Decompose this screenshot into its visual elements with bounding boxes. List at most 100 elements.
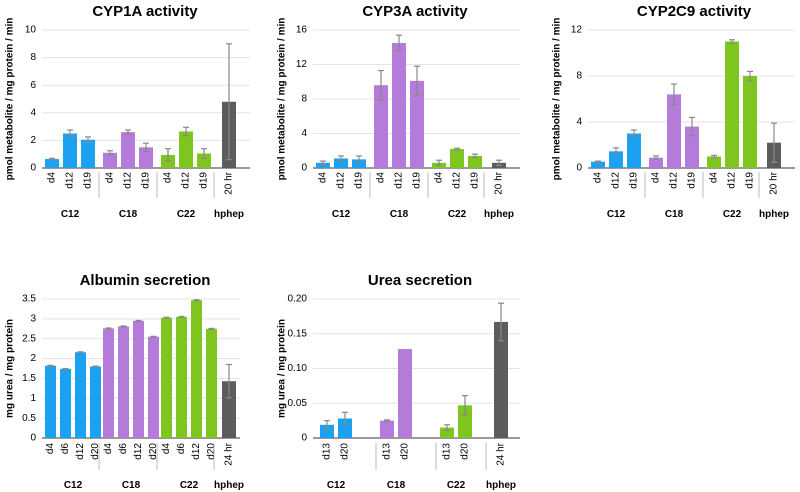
x-tick-label: d12	[123, 172, 134, 189]
x-tick-label: d20	[340, 443, 351, 460]
group-label-c12: C12	[332, 209, 351, 220]
x-tick-label: d19	[199, 172, 210, 189]
x-tick-label: 20 hr	[224, 171, 235, 194]
x-tick-label: d4	[318, 172, 329, 184]
bar-c18-d12	[392, 42, 406, 168]
x-tick-label: d20	[90, 443, 101, 460]
x-tick-label: d4	[376, 172, 387, 184]
group-label-c18: C18	[390, 209, 409, 220]
y-tick-label: 4	[301, 128, 307, 139]
chart-title: CYP3A activity	[362, 3, 468, 20]
chart-cyp2c9: CYP2C9 activity pmol metabolite / mg prot…	[552, 3, 795, 220]
x-tick-label: d19	[354, 172, 365, 189]
bar-c18-d4	[103, 152, 117, 168]
x-tick-label: d20	[400, 443, 411, 460]
bar-c18-d19	[410, 80, 424, 168]
group-label-c12: C12	[607, 209, 626, 220]
x-tick-label: d4	[105, 172, 116, 184]
y-tick-label: 8	[30, 52, 36, 63]
y-tick-label: 0	[576, 163, 582, 174]
bar-c18-d4	[103, 328, 114, 438]
bar-c12-d12	[334, 158, 348, 168]
y-tick-label: 4	[30, 107, 36, 118]
y-tick-label: 0.20	[288, 294, 308, 305]
x-tick-label: d20	[206, 443, 217, 460]
group-label-c12: C12	[61, 209, 80, 220]
bar-c22-d19	[197, 153, 211, 168]
bar-c18-d12	[121, 132, 135, 168]
y-tick-label: 3	[30, 313, 36, 324]
bar-c22-d4	[161, 317, 172, 438]
bar-c18-d12	[667, 94, 681, 168]
bar-c12-d12	[75, 352, 86, 438]
y-tick-label: 2	[30, 353, 36, 364]
bar-c22-d20	[458, 405, 472, 438]
group-label-c18: C18	[122, 480, 141, 491]
chart-albumin: Albumin secretion mg urea / mg protein 0 0.…	[5, 272, 244, 491]
x-tick-label: d12	[611, 172, 622, 189]
bar-c18-d19	[685, 126, 699, 168]
bar-c22-d19	[468, 155, 482, 168]
bar-c12-d20	[90, 366, 101, 438]
x-tick-label: d12	[394, 172, 405, 189]
bar-c12-d12	[63, 133, 77, 168]
x-tick-label: d4	[593, 172, 604, 184]
bar-c18-d13	[380, 420, 394, 438]
y-tick-label: 0	[301, 433, 307, 444]
x-tick-label: d4	[103, 443, 114, 455]
y-tick-label: 1.5	[22, 373, 36, 384]
bar-c18-d4	[649, 157, 663, 168]
bar-c12-d4	[45, 365, 56, 438]
x-tick-label: d13	[442, 443, 453, 460]
bar-c12-d13	[320, 424, 334, 438]
bar-c18-d6	[118, 326, 129, 438]
bar-c22-d13	[440, 427, 454, 438]
group-label-c12: C12	[327, 480, 346, 491]
x-tick-label: d19	[141, 172, 152, 189]
x-tick-label: d4	[651, 172, 662, 184]
bar-c12-d12	[609, 151, 623, 168]
x-tick-label: d4	[163, 172, 174, 184]
bar-c18-d4	[374, 85, 388, 168]
group-label-c22: C22	[177, 209, 196, 220]
x-tick-label: d6	[176, 443, 187, 455]
y-tick-label: 0	[301, 163, 307, 174]
x-tick-label: d19	[745, 172, 756, 189]
x-tick-label: d12	[452, 172, 463, 189]
group-label-c12: C12	[64, 480, 83, 491]
y-tick-label: 4	[576, 117, 582, 128]
bar-c18-d20	[398, 349, 412, 438]
group-label-hphep: hphep	[759, 209, 789, 220]
bar-c22-d20	[206, 328, 217, 438]
y-axis-label: pmol metabolite / mg protein / min	[5, 18, 16, 181]
bar-c12-d19	[81, 139, 95, 168]
group-label-c18: C18	[119, 209, 138, 220]
y-tick-label: 0	[30, 163, 36, 174]
bar-c22-d12	[725, 41, 739, 168]
x-tick-label: d12	[191, 443, 202, 460]
bar-c12-d19	[352, 159, 366, 168]
x-tick-label: 20 hr	[769, 171, 780, 194]
x-tick-label: d12	[75, 443, 86, 460]
group-label-c22: C22	[447, 480, 466, 491]
bar-c12-d4	[45, 159, 59, 168]
x-tick-label: d20	[460, 443, 471, 460]
x-tick-label: d19	[687, 172, 698, 189]
x-tick-label: d19	[629, 172, 640, 189]
y-tick-label: 6	[30, 80, 36, 91]
group-label-hphep: hphep	[214, 480, 244, 491]
bar-c12-d19	[627, 133, 641, 168]
y-tick-label: 0.05	[288, 398, 308, 409]
x-tick-label: d12	[669, 172, 680, 189]
bar-hphep-24-hr	[222, 381, 236, 438]
x-tick-label: d19	[412, 172, 423, 189]
x-tick-label: 24 hr	[496, 442, 507, 465]
chart-title: Albumin secretion	[80, 272, 211, 289]
y-axis-label: pmol metabolite / mg protein / min	[552, 18, 563, 181]
x-tick-label: d12	[727, 172, 738, 189]
bar-c22-d12	[179, 131, 193, 168]
chart-title: CYP2C9 activity	[637, 3, 752, 20]
bar-c12-d6	[60, 368, 71, 438]
group-label-hphep: hphep	[486, 480, 516, 491]
y-tick-label: 0.10	[288, 363, 308, 374]
